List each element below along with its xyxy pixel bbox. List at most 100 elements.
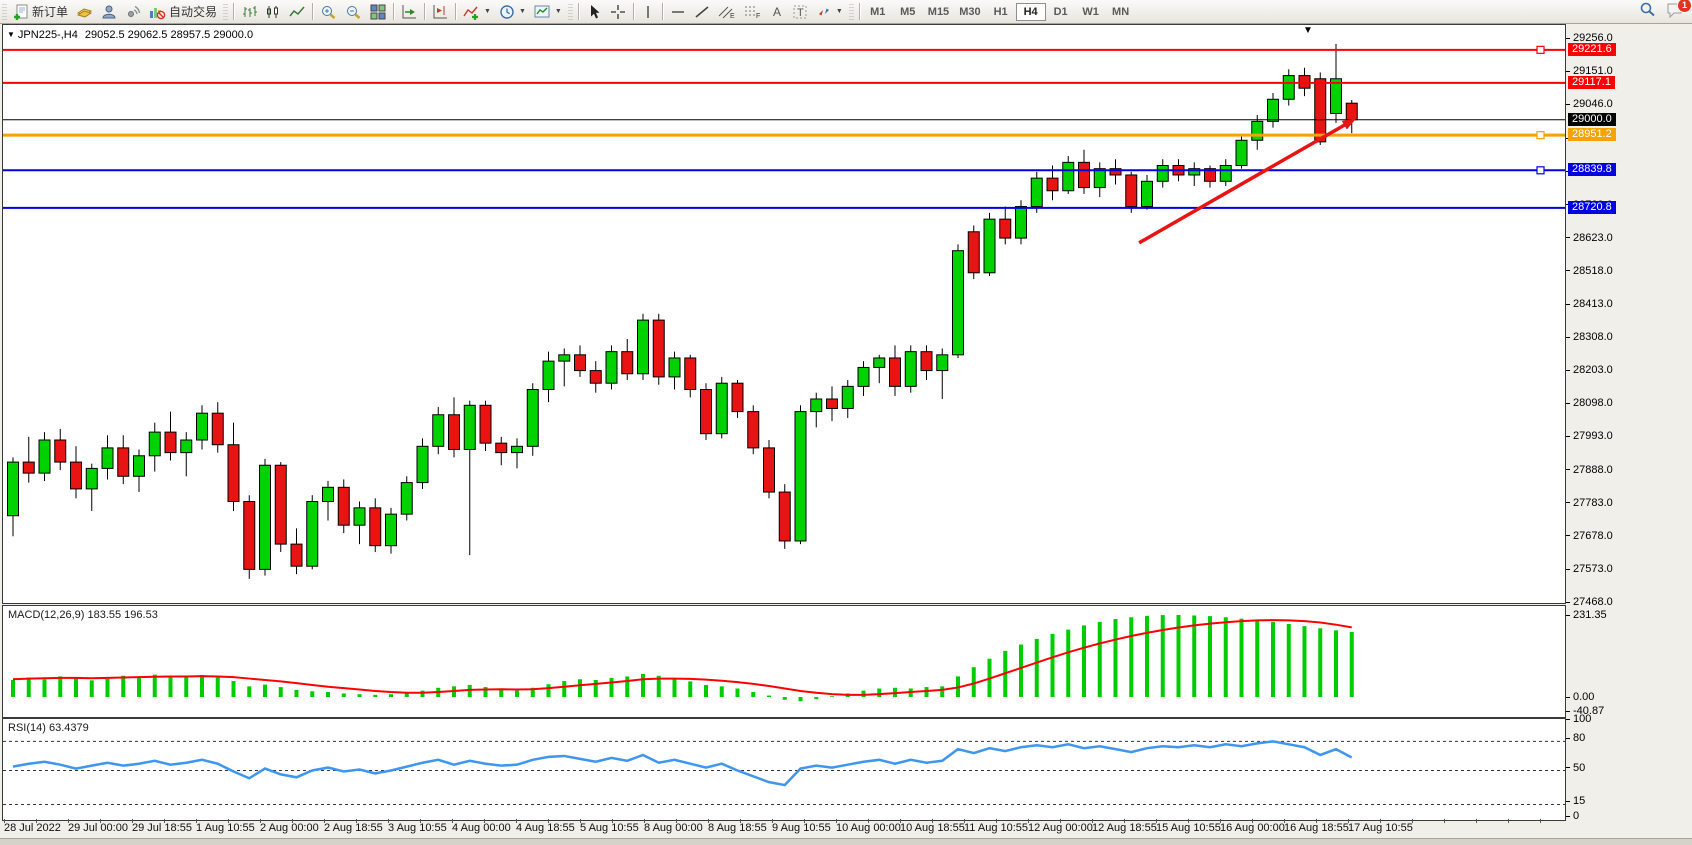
time-label: 5 Aug 10:55 bbox=[580, 822, 639, 834]
periods-dropdown-arrow[interactable]: ▼ bbox=[518, 8, 526, 15]
zoom-out-button[interactable] bbox=[341, 1, 366, 22]
time-tick bbox=[1284, 819, 1285, 823]
autotrade-label: 自动交易 bbox=[169, 5, 218, 19]
chart-shift-marker-icon[interactable]: ▼ bbox=[1303, 25, 1313, 36]
price-tick-label: 29046.0 bbox=[1566, 98, 1613, 111]
rsi-label: RSI(14) 63.4379 bbox=[8, 722, 89, 734]
timeframe-D1[interactable]: D1 bbox=[1053, 5, 1068, 18]
rsi-tick-label: 0 bbox=[1566, 810, 1579, 823]
price-chart-pane[interactable] bbox=[2, 24, 1566, 604]
chart-shift-button[interactable] bbox=[428, 1, 452, 22]
fibonacci-button[interactable]: F bbox=[740, 1, 766, 22]
symbol-period-label: JPN225-,H4 bbox=[17, 29, 78, 41]
deposit-button[interactable] bbox=[72, 1, 97, 22]
toolbar-separator bbox=[312, 3, 314, 20]
arrows-dropdown-arrow[interactable]: ▼ bbox=[835, 8, 843, 15]
autotrade-button[interactable]: 自动交易 bbox=[145, 1, 221, 22]
vertical-line-button[interactable] bbox=[637, 1, 659, 22]
horizontal-line-button[interactable] bbox=[666, 1, 690, 22]
toolbar-grip bbox=[848, 3, 854, 20]
price-tick-label: 28623.0 bbox=[1566, 232, 1613, 245]
time-tick bbox=[388, 819, 389, 823]
timeframe-toolbar: M1 M5 M15 M30 H1 H4 D1 W1 MN bbox=[863, 2, 1136, 21]
price-chart-canvas[interactable] bbox=[3, 25, 1565, 603]
price-line-label: 28720.8 bbox=[1568, 200, 1616, 214]
line-chart-button[interactable] bbox=[285, 1, 309, 22]
time-tick bbox=[708, 819, 709, 823]
price-tick-label: 29151.0 bbox=[1566, 65, 1613, 78]
price-tick-label: 29256.0 bbox=[1566, 32, 1613, 45]
time-label: 29 Jul 00:00 bbox=[68, 822, 128, 834]
price-tick-label: 27573.0 bbox=[1566, 563, 1613, 576]
bar-chart-icon bbox=[243, 5, 258, 17]
timeframe-W1[interactable]: W1 bbox=[1082, 5, 1099, 18]
time-tick bbox=[228, 819, 229, 823]
crosshair-icon bbox=[610, 4, 625, 19]
bar-chart-button[interactable] bbox=[237, 1, 261, 22]
cursor-button[interactable] bbox=[582, 1, 606, 22]
price-tick-label: 28203.0 bbox=[1566, 364, 1613, 377]
notifications-button[interactable]: 1 bbox=[1666, 0, 1691, 21]
timeframe-MN[interactable]: MN bbox=[1112, 5, 1130, 18]
signal-icon bbox=[128, 5, 141, 17]
timeframe-H1[interactable]: H1 bbox=[993, 5, 1008, 18]
time-label: 8 Aug 00:00 bbox=[644, 822, 703, 834]
search-button[interactable] bbox=[1639, 1, 1656, 21]
timeframe-M30[interactable]: M30 bbox=[959, 5, 981, 18]
toolbar-separator bbox=[455, 3, 457, 20]
channel-icon: E bbox=[718, 6, 735, 20]
channel-button[interactable]: E bbox=[714, 1, 740, 22]
toolbar-grip bbox=[2, 3, 7, 20]
timeframe-M15[interactable]: M15 bbox=[927, 5, 950, 18]
new-order-button[interactable]: 新订单 bbox=[9, 1, 72, 22]
time-tick bbox=[644, 819, 645, 823]
templates-button[interactable]: ▼ bbox=[530, 1, 566, 22]
time-tick bbox=[356, 819, 357, 823]
macd-indicator-pane[interactable] bbox=[2, 605, 1566, 718]
timeframe-H4[interactable]: H4 bbox=[1015, 2, 1046, 21]
arrows-button[interactable]: ▼ bbox=[812, 1, 847, 22]
ohlc-values: 29052.5 29062.5 28957.5 29000.0 bbox=[84, 29, 254, 41]
time-tick bbox=[132, 819, 133, 823]
rsi-indicator-pane[interactable] bbox=[2, 718, 1566, 821]
crosshair-button[interactable] bbox=[606, 1, 630, 22]
collapse-icon[interactable]: ▼ bbox=[7, 30, 15, 39]
templates-dropdown-arrow[interactable]: ▼ bbox=[554, 8, 562, 15]
time-label: 16 Aug 18:55 bbox=[1284, 822, 1349, 834]
auto-scroll-button[interactable] bbox=[397, 1, 421, 22]
time-label: 17 Aug 10:55 bbox=[1348, 822, 1413, 834]
price-tick-label: 27993.0 bbox=[1566, 430, 1613, 443]
signal-button[interactable] bbox=[121, 1, 145, 22]
horizontal-lines-group[interactable] bbox=[3, 45, 1565, 209]
time-tick bbox=[932, 819, 933, 823]
time-tick bbox=[1028, 819, 1029, 823]
periods-button[interactable]: ▼ bbox=[495, 1, 530, 22]
tile-windows-button[interactable] bbox=[366, 1, 390, 22]
time-axis[interactable]: 28 Jul 2022 29 Jul 00:00 29 Jul 18:55 1 Aug… bbox=[2, 819, 1566, 838]
text-label-button[interactable]: T bbox=[788, 1, 812, 22]
cursor-icon bbox=[590, 4, 600, 18]
timeframe-M5[interactable]: M5 bbox=[900, 5, 916, 18]
fibonacci-icon: F bbox=[744, 6, 760, 20]
price-line-label: 29117.1 bbox=[1568, 75, 1615, 89]
candlestick-chart-button[interactable] bbox=[261, 1, 285, 22]
macd-name: MACD(12,26,9) bbox=[8, 609, 85, 621]
price-tick-label: 27468.0 bbox=[1566, 596, 1613, 609]
indicators-dropdown-arrow[interactable]: ▼ bbox=[484, 8, 491, 15]
time-tick bbox=[420, 819, 421, 823]
time-tick bbox=[1348, 819, 1349, 823]
price-tick-label: 28098.0 bbox=[1566, 397, 1613, 410]
price-axis[interactable]: 29256.029151.029046.028938.028833.028728… bbox=[1566, 0, 1692, 844]
timeframe-M1[interactable]: M1 bbox=[870, 5, 886, 18]
time-label: 12 Aug 18:55 bbox=[1092, 822, 1157, 834]
indicators-button[interactable]: ▼ bbox=[459, 1, 495, 22]
time-tick bbox=[1156, 819, 1157, 823]
svg-text:A: A bbox=[773, 5, 781, 19]
time-tick bbox=[1316, 819, 1317, 823]
text-button[interactable]: A bbox=[766, 1, 788, 22]
profile-button[interactable] bbox=[97, 1, 121, 22]
trend-arrow-annotation[interactable] bbox=[1138, 118, 1357, 245]
time-label: 10 Aug 00:00 bbox=[836, 822, 901, 834]
zoom-in-button[interactable] bbox=[316, 1, 341, 22]
trendline-button[interactable] bbox=[690, 1, 714, 22]
